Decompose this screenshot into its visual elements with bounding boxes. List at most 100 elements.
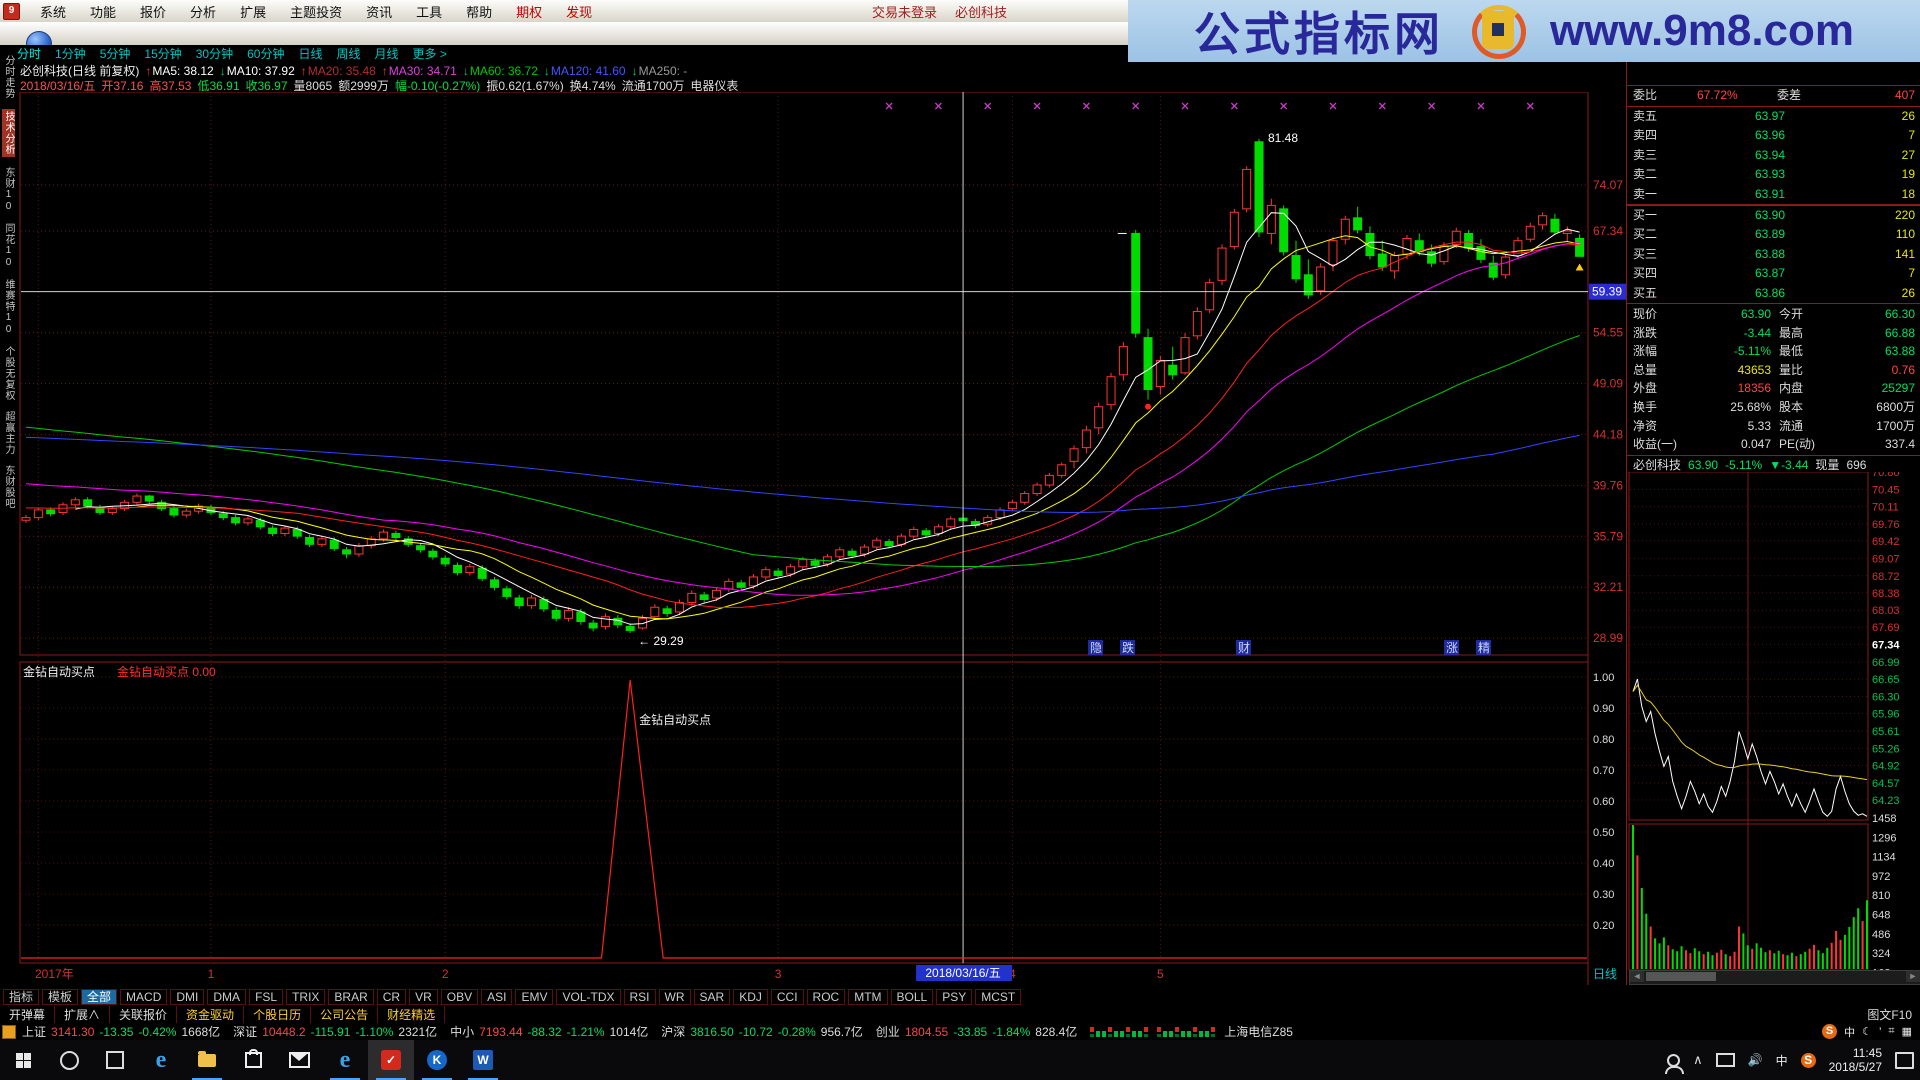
indicator-tab[interactable]: TRIX (286, 989, 326, 1005)
indicator-tab[interactable]: BOLL (890, 989, 934, 1005)
taskbar-clock[interactable]: 11:45 2018/5/27 (1829, 1046, 1882, 1074)
ime-indicator[interactable]: 中 (1775, 1053, 1788, 1068)
rail-item[interactable]: 维赛特10 (3, 279, 14, 336)
function-tab[interactable]: 开弹幕 (0, 1006, 56, 1023)
sogou-icon[interactable]: S (1822, 1024, 1838, 1039)
indicator-tab[interactable]: MCST (975, 989, 1022, 1005)
ask-row[interactable]: 卖一 63.91 18 (1627, 185, 1920, 204)
cortana-button[interactable] (46, 1040, 92, 1080)
scroll-thumb[interactable] (1646, 972, 1716, 981)
ie-icon[interactable]: e (322, 1040, 368, 1080)
tab-group[interactable]: 指标 (3, 989, 40, 1005)
rail-item[interactable]: 同花10 (3, 223, 14, 269)
menu-item[interactable]: 系统 (40, 4, 67, 20)
intraday-mini-chart[interactable]: 70.80 70.45 70.11 69.76 69.42 69.07 68.72 68.38… (1627, 472, 1920, 985)
indicator-tab[interactable]: DMI (170, 989, 205, 1005)
kline-app-icon[interactable]: K (414, 1040, 460, 1080)
rail-item[interactable]: 东财股吧 (3, 465, 14, 509)
period-tab[interactable]: 5分钟 (99, 47, 131, 61)
app-icon[interactable]: 9 (3, 2, 20, 20)
file-explorer-icon[interactable] (184, 1040, 230, 1080)
current-stock-label[interactable]: 必创科技 (955, 4, 1008, 20)
quote-panel-scrollbar[interactable]: ◄ ► (1629, 970, 1920, 985)
indicator-tab[interactable]: OBV (440, 989, 479, 1005)
period-tab[interactable]: 月线 (374, 47, 399, 61)
bid-row[interactable]: 买四 63.87 7 (1627, 264, 1920, 283)
menu-item[interactable]: 资讯 (366, 4, 393, 20)
tdx-app-icon[interactable]: ✓ (368, 1040, 414, 1080)
indicator-tab[interactable]: VR (409, 989, 438, 1005)
function-tab[interactable]: 公司公告 (311, 1006, 379, 1023)
menu-item-hot[interactable]: 期权 (516, 4, 543, 20)
edge-icon[interactable]: e (138, 1040, 184, 1080)
function-tab[interactable]: 个股日历 (244, 1006, 312, 1023)
bid-row[interactable]: 买一 63.90 220 (1627, 206, 1920, 225)
network-display-icon[interactable] (1715, 1053, 1735, 1067)
ask-row[interactable]: 卖五 63.97 26 (1627, 107, 1920, 126)
broker-line-label[interactable]: 上海电信Z85 (1224, 1025, 1293, 1039)
period-tab[interactable]: 60分钟 (247, 47, 285, 61)
period-tab[interactable]: 更多 > (412, 47, 447, 61)
indicator-tab[interactable]: DMA (207, 989, 247, 1005)
period-tab[interactable]: 日线 (298, 47, 323, 61)
menu-item[interactable]: 工具 (416, 4, 443, 20)
indicator-tab[interactable]: PSY (936, 989, 973, 1005)
ime-tool-icon[interactable]: ⌗ (1888, 1025, 1895, 1037)
indicator-tab[interactable]: EMV (515, 989, 554, 1005)
hidden-icons-chevron-icon[interactable]: ∧ (1693, 1052, 1703, 1067)
bid-row[interactable]: 买三 63.88 141 (1627, 245, 1920, 264)
task-view-button[interactable] (92, 1040, 138, 1080)
period-tab[interactable]: 30分钟 (195, 47, 234, 61)
indicator-tab[interactable]: FSL (249, 989, 284, 1005)
menu-item[interactable]: 分析 (190, 4, 217, 20)
bid-row[interactable]: 买五 63.86 26 (1627, 284, 1920, 303)
menu-item-hot[interactable]: 发现 (566, 4, 593, 20)
menu-item[interactable]: 主题投资 (290, 4, 343, 20)
start-button[interactable] (0, 1040, 46, 1080)
rail-item[interactable]: 超赢主力 (3, 411, 14, 455)
indicator-tab[interactable]: WR (658, 989, 691, 1005)
rail-item[interactable]: 个股无复权 (3, 346, 14, 401)
function-tab[interactable]: 关联报价 (110, 1006, 178, 1023)
trade-login-status[interactable]: 交易未登录 (872, 4, 938, 20)
indicator-tab[interactable]: CR (376, 989, 407, 1005)
ask-row[interactable]: 卖四 63.96 7 (1627, 126, 1920, 145)
indicator-tab[interactable]: RSI (623, 989, 656, 1005)
indicator-tab[interactable]: BRAR (328, 989, 374, 1005)
ime-tool-icon[interactable]: ▦ (1901, 1026, 1912, 1038)
speaker-icon[interactable]: 🔊 (1747, 1053, 1763, 1067)
notification-center-icon[interactable] (1895, 1051, 1914, 1069)
scroll-left-icon[interactable]: ◄ (1630, 971, 1644, 982)
ime-tool-icon[interactable]: ’ (1878, 1025, 1882, 1038)
main-kline-chart[interactable]: 74.07 67.34 54.55 49.09 44.18 39.76 35.79 32.21… (17, 92, 1626, 985)
word-icon[interactable]: W (460, 1040, 506, 1080)
function-tab[interactable]: 资金驱动 (177, 1006, 245, 1023)
indicator-tab[interactable]: ASI (481, 989, 513, 1005)
tab-group[interactable]: 模板 (42, 989, 79, 1005)
ime-tool-icon[interactable]: 中 (1844, 1026, 1856, 1039)
banner-url[interactable]: www.9m8.com (1550, 6, 1855, 55)
menu-item[interactable]: 功能 (90, 4, 117, 20)
rail-item[interactable]: 技术分析 (2, 109, 15, 157)
ask-row[interactable]: 卖三 63.94 27 (1627, 146, 1920, 165)
people-icon[interactable] (1665, 1053, 1685, 1074)
rail-item[interactable]: 分时走势 (3, 55, 14, 99)
graphic-f10-button[interactable]: 图文F10 (1867, 1008, 1912, 1022)
stock-summary-row[interactable]: 必创科技 63.90 -5.11% ▼-3.44 现量 696 (1627, 456, 1920, 475)
indicator-tab[interactable]: VOL-TDX (556, 989, 621, 1005)
indicator-tab[interactable]: ROC (806, 989, 846, 1005)
period-tab[interactable]: 周线 (336, 47, 361, 61)
period-tab[interactable]: 1分钟 (55, 47, 86, 61)
indicator-tab[interactable]: CCI (770, 989, 804, 1005)
store-icon[interactable] (230, 1040, 276, 1080)
function-tab[interactable]: 财经精选 (378, 1006, 446, 1023)
scroll-right-icon[interactable]: ► (1906, 971, 1920, 982)
indicator-tab[interactable]: 全部 (81, 989, 118, 1005)
function-tab[interactable]: 扩展∧ (55, 1006, 111, 1023)
menu-item[interactable]: 报价 (140, 4, 167, 20)
ask-row[interactable]: 卖二 63.93 19 (1627, 165, 1920, 184)
period-tab[interactable]: 15分钟 (144, 47, 182, 61)
formula-site-banner[interactable]: 公式指标网 www.9m8.com (1128, 0, 1920, 62)
rail-item[interactable]: 东财10 (3, 167, 14, 213)
period-tab[interactable]: 分时 (17, 47, 42, 61)
